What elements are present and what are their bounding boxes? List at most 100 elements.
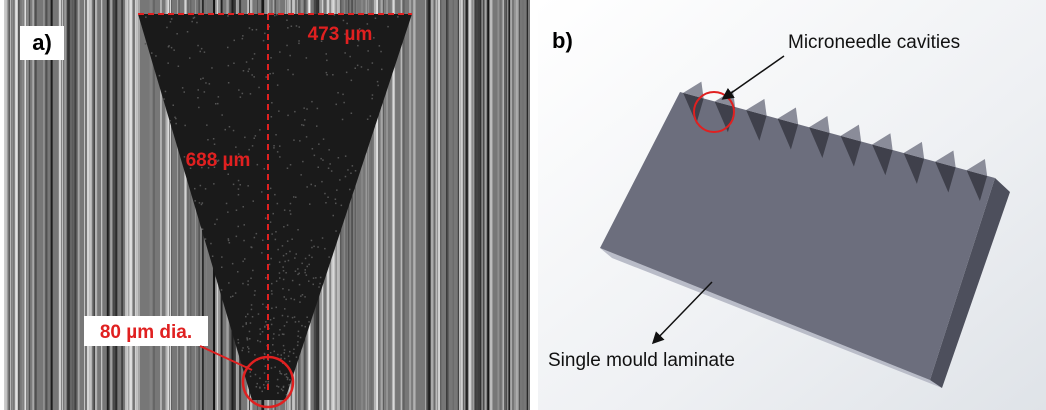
speck — [242, 350, 244, 352]
figure: a) 473 µm 688 µm 80 µm dia. b) Microneed… — [0, 0, 1046, 410]
stripe — [132, 0, 135, 410]
speck — [276, 307, 278, 309]
speck — [299, 301, 301, 303]
stripe — [150, 0, 153, 410]
speck — [287, 27, 289, 29]
speck — [275, 231, 277, 233]
speck — [251, 74, 253, 76]
stripe — [490, 0, 492, 410]
stripe — [462, 0, 463, 410]
speck — [287, 115, 289, 117]
speck — [145, 43, 147, 45]
stripe — [487, 0, 489, 410]
speck — [260, 333, 262, 335]
speck — [254, 354, 256, 356]
speck — [242, 35, 244, 37]
speck — [145, 16, 147, 18]
speck — [294, 316, 296, 318]
speck — [297, 345, 299, 347]
speck — [298, 40, 300, 42]
speck — [278, 334, 280, 336]
speck — [324, 248, 326, 250]
speck — [311, 240, 313, 242]
speck — [221, 256, 223, 258]
speck — [238, 89, 240, 91]
speck — [236, 236, 238, 238]
speck — [276, 14, 278, 16]
speck — [283, 255, 285, 257]
speck — [171, 47, 173, 49]
speck — [292, 317, 294, 319]
speck — [265, 321, 267, 323]
speck — [252, 145, 254, 147]
speck — [281, 388, 283, 390]
speck — [254, 237, 256, 239]
speck — [306, 186, 308, 188]
speck — [371, 98, 373, 100]
speck — [342, 119, 344, 121]
speck — [289, 384, 291, 386]
speck — [367, 69, 369, 71]
stripe — [401, 0, 403, 410]
speck — [198, 89, 200, 91]
speck — [228, 238, 230, 240]
speck — [235, 292, 237, 294]
speck — [279, 156, 281, 158]
speck — [221, 114, 223, 116]
speck — [184, 125, 186, 127]
speck — [341, 205, 343, 207]
speck — [289, 55, 291, 57]
speck — [217, 103, 219, 105]
speck — [288, 289, 290, 291]
speck — [256, 386, 258, 388]
speck — [284, 296, 286, 298]
speck — [255, 135, 257, 137]
speck — [332, 74, 334, 76]
speck — [313, 277, 315, 279]
speck — [304, 119, 306, 121]
speck — [272, 73, 274, 75]
speck — [263, 384, 265, 386]
speck — [338, 157, 340, 159]
speck — [250, 278, 252, 280]
speck — [294, 111, 296, 113]
speck — [230, 296, 232, 298]
speck — [269, 73, 271, 75]
speck — [247, 185, 249, 187]
speck — [204, 91, 206, 93]
stripe — [95, 0, 97, 410]
speck — [270, 352, 272, 354]
speck — [270, 221, 272, 223]
speck — [287, 224, 289, 226]
speck — [293, 196, 295, 198]
speck — [297, 229, 299, 231]
speck — [243, 206, 245, 208]
speck — [264, 372, 266, 374]
stripe — [78, 0, 79, 410]
speck — [286, 45, 288, 47]
speck — [254, 290, 256, 292]
speck — [296, 356, 298, 358]
speck — [311, 101, 313, 103]
speck — [251, 304, 253, 306]
speck — [320, 158, 322, 160]
speck — [254, 294, 256, 296]
stripe — [453, 0, 454, 410]
speck — [238, 180, 240, 182]
stripe — [108, 0, 110, 410]
speck — [252, 270, 254, 272]
stripe — [115, 0, 117, 410]
speck — [271, 308, 273, 310]
speck — [326, 74, 328, 76]
speck — [293, 353, 295, 355]
speck — [168, 46, 170, 48]
stripe — [71, 0, 73, 410]
stripe — [94, 0, 95, 410]
speck — [367, 50, 369, 52]
speck — [297, 268, 299, 270]
speck — [268, 381, 270, 383]
speck — [227, 15, 229, 17]
speck — [207, 139, 209, 141]
speck — [379, 45, 381, 47]
speck — [361, 66, 363, 68]
